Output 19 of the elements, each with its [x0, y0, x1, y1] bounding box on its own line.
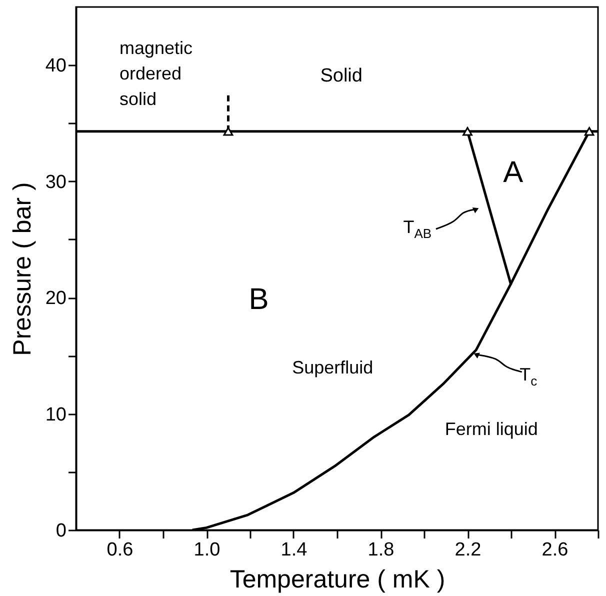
annotation: Solid: [320, 66, 362, 87]
x-tick-label: 2.6: [542, 540, 568, 560]
x-tick-label: 2.2: [454, 540, 482, 560]
y-tick-label: 20: [45, 288, 66, 310]
annotation: B: [248, 282, 269, 316]
x-tick-label: 1.8: [368, 540, 394, 560]
y-axis-title: Pressure ( bar ): [8, 182, 36, 356]
x-tick-label: 1.0: [194, 540, 220, 560]
annotation: Fermi liquid: [444, 419, 538, 440]
y-tick-label: 0: [56, 520, 66, 542]
annotation: A: [503, 156, 524, 190]
y-tick-label: 30: [45, 172, 66, 193]
x-axis-title: Temperature ( mK ): [230, 566, 446, 594]
x-tick-label: 0.6: [106, 540, 134, 560]
y-tick-label: 10: [45, 404, 66, 426]
x-tick-label: 1.4: [280, 540, 308, 560]
annotation: Superfluid: [292, 357, 374, 378]
y-tick-label: 40: [45, 56, 66, 77]
annotation: magnetic ordered solid: [120, 38, 193, 109]
